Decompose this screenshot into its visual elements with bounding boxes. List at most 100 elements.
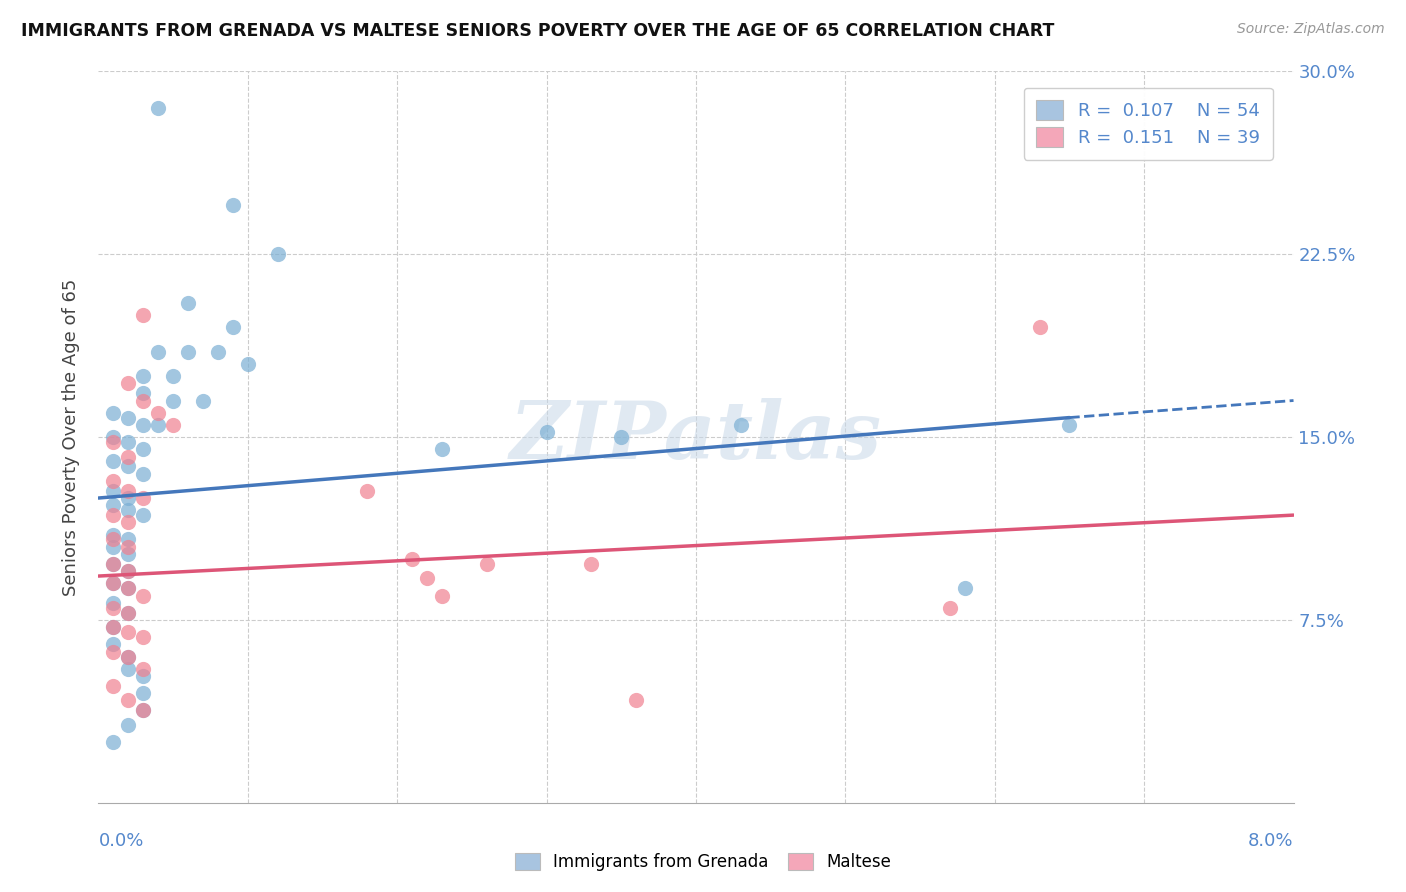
Point (177, 344, 200, 359)
Point (103, 735, 125, 749)
Point (610, 430, 633, 444)
Point (103, 576, 125, 591)
Point (536, 425, 558, 440)
Point (117, 649, 139, 664)
Text: 0.0%: 0.0% (98, 832, 143, 850)
Point (117, 581, 139, 595)
Point (103, 645, 125, 659)
Point (475, 557, 498, 571)
Point (356, 483, 378, 498)
Point (430, 442, 453, 457)
Point (1028, 320, 1050, 334)
Point (103, 679, 125, 693)
Point (117, 606, 139, 620)
Point (132, 703, 155, 717)
Point (132, 386, 155, 401)
Point (103, 557, 125, 571)
Point (103, 620, 125, 634)
Point (103, 430, 125, 444)
Point (117, 376, 139, 391)
Text: 8.0%: 8.0% (1249, 832, 1294, 850)
Point (117, 625, 139, 640)
Point (132, 369, 155, 384)
Point (236, 357, 259, 371)
Point (222, 198, 245, 212)
Point (222, 320, 245, 334)
Point (117, 533, 139, 547)
Point (148, 101, 170, 115)
Point (148, 344, 170, 359)
Point (103, 474, 125, 488)
Point (117, 547, 139, 561)
Text: Source: ZipAtlas.com: Source: ZipAtlas.com (1237, 22, 1385, 37)
Legend: Immigrants from Grenada, Maltese: Immigrants from Grenada, Maltese (506, 845, 900, 880)
Point (162, 369, 184, 384)
Point (117, 483, 139, 498)
Point (132, 491, 155, 505)
Point (117, 434, 139, 449)
Point (132, 393, 155, 408)
Y-axis label: Seniors Poverty Over the Age of 65: Seniors Poverty Over the Age of 65 (62, 278, 80, 596)
Legend: R =  0.107    N = 54, R =  0.151    N = 39: R = 0.107 N = 54, R = 0.151 N = 39 (1024, 87, 1272, 160)
Point (416, 572, 439, 586)
Point (103, 596, 125, 610)
Point (117, 581, 139, 595)
Point (103, 540, 125, 554)
Point (117, 459, 139, 474)
Point (132, 308, 155, 322)
Point (730, 417, 752, 432)
Point (117, 516, 139, 530)
Point (939, 600, 962, 615)
Point (103, 499, 125, 513)
Point (132, 662, 155, 676)
Point (117, 564, 139, 578)
Point (117, 491, 139, 505)
Point (103, 483, 125, 498)
Point (103, 454, 125, 468)
Text: ZIPatlas: ZIPatlas (510, 399, 882, 475)
Point (207, 344, 229, 359)
Point (1059, 417, 1081, 432)
Point (430, 589, 453, 603)
Point (103, 620, 125, 634)
Point (132, 686, 155, 700)
Point (132, 669, 155, 683)
Point (117, 450, 139, 464)
Point (117, 410, 139, 425)
Point (626, 693, 648, 707)
Point (103, 557, 125, 571)
Point (117, 662, 139, 676)
Point (132, 442, 155, 457)
Point (132, 467, 155, 481)
Point (117, 564, 139, 578)
Point (132, 589, 155, 603)
Point (103, 576, 125, 591)
Point (103, 533, 125, 547)
Point (148, 417, 170, 432)
Point (117, 540, 139, 554)
Point (117, 649, 139, 664)
Point (401, 552, 423, 566)
Point (117, 718, 139, 732)
Point (953, 581, 976, 595)
Point (117, 693, 139, 707)
Text: IMMIGRANTS FROM GRENADA VS MALTESE SENIORS POVERTY OVER THE AGE OF 65 CORRELATIO: IMMIGRANTS FROM GRENADA VS MALTESE SENIO… (21, 22, 1054, 40)
Point (132, 417, 155, 432)
Point (117, 606, 139, 620)
Point (103, 527, 125, 541)
Point (103, 434, 125, 449)
Point (103, 406, 125, 420)
Point (148, 406, 170, 420)
Point (103, 600, 125, 615)
Point (132, 508, 155, 522)
Point (103, 637, 125, 651)
Point (581, 557, 603, 571)
Point (132, 703, 155, 717)
Point (177, 296, 200, 310)
Point (267, 247, 290, 261)
Point (132, 630, 155, 644)
Point (162, 417, 184, 432)
Point (117, 503, 139, 517)
Point (162, 393, 184, 408)
Point (191, 393, 214, 408)
